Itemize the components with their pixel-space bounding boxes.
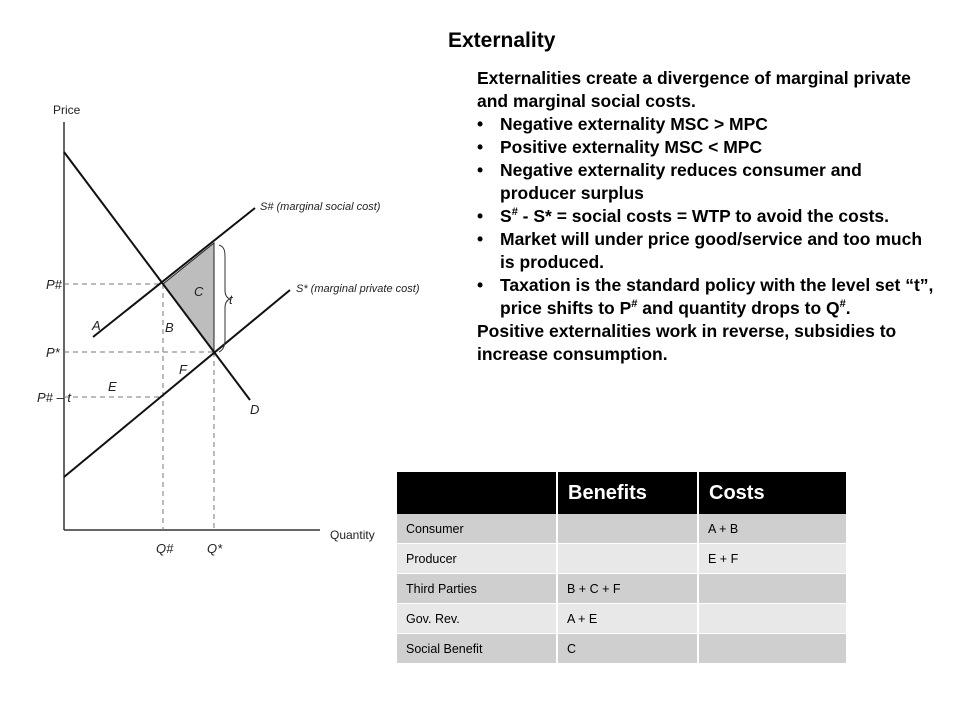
x-axis-label: Quantity xyxy=(330,528,375,542)
bullet-item: S# - S* = social costs = WTP to avoid th… xyxy=(477,205,937,228)
table-cell: B + C + F xyxy=(557,573,699,604)
area-c-shaded xyxy=(162,241,215,354)
table-cell xyxy=(557,543,699,574)
superscript: # xyxy=(631,298,638,311)
benefits-costs-table: Benefits Costs Consumer A + B Producer E… xyxy=(397,472,848,664)
table-header-blank xyxy=(397,472,558,514)
tax-label: t xyxy=(229,292,234,307)
area-f-label: F xyxy=(179,362,188,377)
area-c-label: C xyxy=(194,284,204,299)
area-b-label: B xyxy=(165,320,174,335)
explanation-text: Externalities create a divergence of mar… xyxy=(477,67,937,366)
private-cost-curve xyxy=(63,289,291,478)
social-cost-curve xyxy=(92,207,256,338)
table-cell: A + E xyxy=(557,603,699,634)
table-row: Third Parties B + C + F xyxy=(397,573,848,604)
area-a-label: A xyxy=(91,318,101,333)
table-cell xyxy=(698,633,848,664)
externality-diagram: Price Quantity S# (marginal social cost)… xyxy=(37,103,420,556)
table-cell: Social Benefit xyxy=(397,633,558,664)
table-cell: Third Parties xyxy=(397,573,558,604)
table-header-benefits: Benefits xyxy=(557,472,699,514)
bullet-text: - S* = social costs = WTP to avoid the c… xyxy=(517,206,889,226)
bullet-text: . xyxy=(845,298,851,318)
superscript: # xyxy=(511,206,518,219)
table-row: Gov. Rev. A + E xyxy=(397,603,848,634)
table-cell: Producer xyxy=(397,543,558,574)
bullet-text: and quantity drops to Q xyxy=(637,298,840,318)
y-axis-label: Price xyxy=(53,103,81,117)
q-hash-label: Q# xyxy=(156,541,174,556)
table-row: Producer E + F xyxy=(397,543,848,574)
p-hash-minus-t-label: P# – t xyxy=(37,390,72,405)
q-star-label: Q* xyxy=(207,541,223,556)
p-hash-label: P# xyxy=(46,277,63,292)
bullet-text: S xyxy=(500,206,512,226)
private-cost-label: S* (marginal private cost) xyxy=(296,283,420,295)
table-cell xyxy=(557,514,699,544)
page-title: Externality xyxy=(448,29,556,52)
demand-label: D xyxy=(250,402,259,417)
table-cell xyxy=(698,603,848,634)
table-cell: Gov. Rev. xyxy=(397,603,558,634)
bullet-text: Taxation is the standard policy with the… xyxy=(500,275,934,318)
table-cell: E + F xyxy=(698,543,848,574)
table-row: Social Benefit C xyxy=(397,633,848,664)
demand-curve xyxy=(63,151,251,401)
intro-text: Externalities create a divergence of mar… xyxy=(477,68,911,111)
bullet-item: Taxation is the standard policy with the… xyxy=(477,274,937,320)
table-header-costs: Costs xyxy=(698,472,848,514)
bullet-item: Negative externality MSC > MPC xyxy=(477,113,937,136)
table-header-row: Benefits Costs xyxy=(397,472,848,514)
table-cell: Consumer xyxy=(397,514,558,544)
bullet-item: Market will under price good/service and… xyxy=(477,228,937,274)
social-cost-label: S# (marginal social cost) xyxy=(260,201,381,213)
area-e-label: E xyxy=(108,379,117,394)
table-cell xyxy=(698,573,848,604)
superscript: # xyxy=(839,298,846,311)
outro-text: Positive externalities work in reverse, … xyxy=(477,321,897,364)
bullet-item: Positive externality MSC < MPC xyxy=(477,136,937,159)
table-row: Consumer A + B xyxy=(397,514,848,544)
tax-brace xyxy=(218,244,232,353)
p-star-label: P* xyxy=(46,345,61,360)
table-cell: A + B xyxy=(698,514,848,544)
bullet-list: Negative externality MSC > MPC Positive … xyxy=(477,113,937,320)
table-cell: C xyxy=(557,633,699,664)
bullet-item: Negative externality reduces consumer an… xyxy=(477,159,937,205)
